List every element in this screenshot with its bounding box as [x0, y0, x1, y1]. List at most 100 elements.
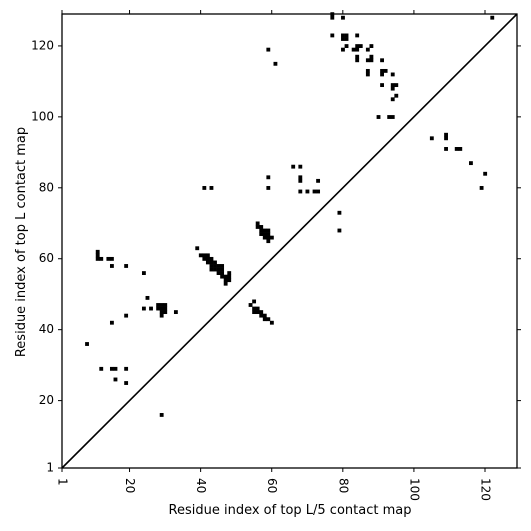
contact-cell — [330, 15, 335, 20]
contact-cell — [298, 178, 303, 183]
contact-cell — [99, 366, 104, 371]
contact-cell — [124, 313, 129, 318]
contact-cell — [159, 413, 164, 417]
contact-cell — [380, 72, 384, 77]
contact-cell — [266, 232, 271, 236]
diagonal-line — [61, 13, 518, 469]
contact-cell — [156, 303, 161, 307]
contact-cell — [266, 175, 271, 180]
contact-cell — [252, 310, 257, 315]
y-tick-label: 20 — [39, 393, 54, 407]
y-tick-label: 100 — [31, 109, 54, 123]
x-tick-label: 60 — [265, 478, 279, 493]
contact-cell — [99, 256, 104, 261]
x-tick-label: 1 — [56, 478, 70, 486]
contact-cell — [369, 44, 374, 48]
contact-cell — [266, 317, 271, 322]
contact-cell — [209, 267, 214, 272]
contact-cell — [341, 15, 345, 20]
x-axis-label: Residue index of top L/5 contact map — [169, 503, 412, 518]
contact-cell — [444, 136, 448, 141]
contact-cell — [380, 68, 384, 73]
contact-cell — [365, 72, 370, 77]
contact-cell — [344, 44, 349, 48]
contact-cell — [163, 310, 168, 315]
contact-cell — [198, 253, 203, 258]
contact-cell — [266, 235, 271, 240]
contact-cell — [266, 239, 271, 244]
contact-cell — [298, 189, 303, 194]
contact-cell — [262, 235, 267, 240]
contact-cell — [490, 15, 495, 20]
contact-cell — [273, 61, 278, 66]
contact-cell — [124, 264, 129, 268]
contact-cell — [390, 97, 395, 102]
contact-cell — [365, 58, 370, 63]
contact-cell — [227, 271, 232, 275]
contact-cell — [312, 189, 317, 194]
plot-frame — [61, 13, 518, 469]
contact-cell — [390, 115, 395, 119]
contact-cell — [390, 86, 395, 91]
contact-cell — [209, 264, 214, 268]
contact-cell — [358, 44, 363, 48]
contact-cell — [262, 228, 267, 233]
contact-cell — [376, 115, 381, 119]
contact-cell — [390, 83, 395, 88]
contact-cell — [113, 366, 118, 371]
contact-cell — [259, 228, 264, 233]
contact-cell — [380, 83, 384, 88]
contact-cell — [252, 306, 257, 311]
contact-cell — [394, 93, 399, 98]
contact-cell — [394, 83, 399, 88]
contact-cell — [109, 320, 114, 325]
contact-cell — [454, 147, 459, 151]
contact-cell — [209, 260, 214, 265]
contact-cell — [341, 47, 345, 52]
contact-cell — [220, 271, 225, 275]
contact-cell — [316, 178, 321, 183]
contact-cell — [344, 33, 349, 38]
contact-cell — [141, 271, 146, 275]
contact-cell — [220, 264, 225, 268]
y-tick-label: 60 — [39, 251, 54, 265]
contact-cell — [458, 147, 463, 151]
contact-cell — [202, 253, 207, 258]
contact-cell — [269, 235, 274, 240]
contact-cell — [216, 271, 221, 275]
contact-cell — [223, 281, 228, 286]
contact-cell — [209, 256, 214, 261]
contact-cell — [124, 381, 129, 385]
contact-cell — [159, 313, 164, 318]
contact-cell — [227, 274, 232, 279]
contact-cell — [316, 189, 321, 194]
contact-cell — [173, 310, 178, 315]
contact-cell — [262, 317, 267, 322]
contact-cell — [383, 68, 388, 73]
contact-cell — [202, 186, 207, 190]
contact-cell — [163, 303, 168, 307]
x-tick-label: 80 — [336, 478, 350, 493]
contact-cell — [156, 306, 161, 311]
contact-cell — [469, 161, 473, 166]
contact-cell — [259, 225, 264, 229]
y-tick-label: 120 — [31, 38, 54, 52]
contact-cell — [429, 136, 434, 141]
contact-cell — [483, 171, 488, 176]
contact-cell — [365, 47, 370, 52]
contact-cell — [213, 264, 217, 268]
contact-cell — [341, 33, 345, 38]
contact-cell — [259, 310, 264, 315]
contact-cell — [266, 47, 271, 52]
contact-cell — [209, 186, 214, 190]
contact-cell — [213, 260, 217, 265]
contact-cell — [269, 320, 274, 325]
x-tick-label: 120 — [479, 478, 493, 501]
y-tick-label: 40 — [39, 322, 54, 336]
contact-cell — [205, 253, 210, 258]
contact-cell — [259, 232, 264, 236]
y-tick-label: 80 — [39, 180, 54, 194]
contact-cell — [205, 260, 210, 265]
